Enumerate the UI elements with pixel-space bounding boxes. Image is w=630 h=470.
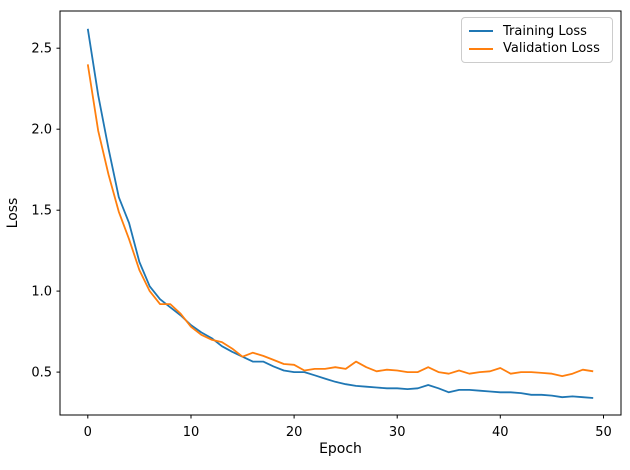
x-tick-label: 0 [84, 425, 92, 440]
y-tick-label: 1.5 [31, 204, 52, 219]
validation-loss-legend-line-icon [469, 47, 493, 51]
y-tick-label: 1.0 [31, 285, 52, 300]
y-tick-label: 2.0 [31, 123, 52, 138]
legend: Training Loss Validation Loss [461, 17, 613, 63]
x-axis-label: Epoch [319, 441, 362, 457]
legend-label-validation-loss: Validation Loss [503, 41, 600, 57]
legend-entry-validation-loss: Validation Loss [469, 42, 606, 55]
x-tick-label: 10 [183, 425, 200, 440]
training-loss-line [86, 28, 594, 399]
legend-entry-training-loss: Training Loss [469, 25, 606, 38]
y-tick-label: 0.5 [31, 366, 52, 381]
x-tick-label: 20 [286, 425, 303, 440]
training-loss-legend-line-icon [469, 29, 493, 33]
legend-label-training-loss: Training Loss [503, 23, 587, 39]
x-tick-label: 40 [492, 425, 509, 440]
validation-loss-line [86, 64, 594, 378]
x-tick-label: 50 [595, 425, 612, 440]
x-tick-label: 30 [389, 425, 406, 440]
y-tick-label: 2.5 [31, 42, 52, 57]
y-axis-label: Loss [5, 198, 21, 229]
plot-area [59, 10, 622, 416]
